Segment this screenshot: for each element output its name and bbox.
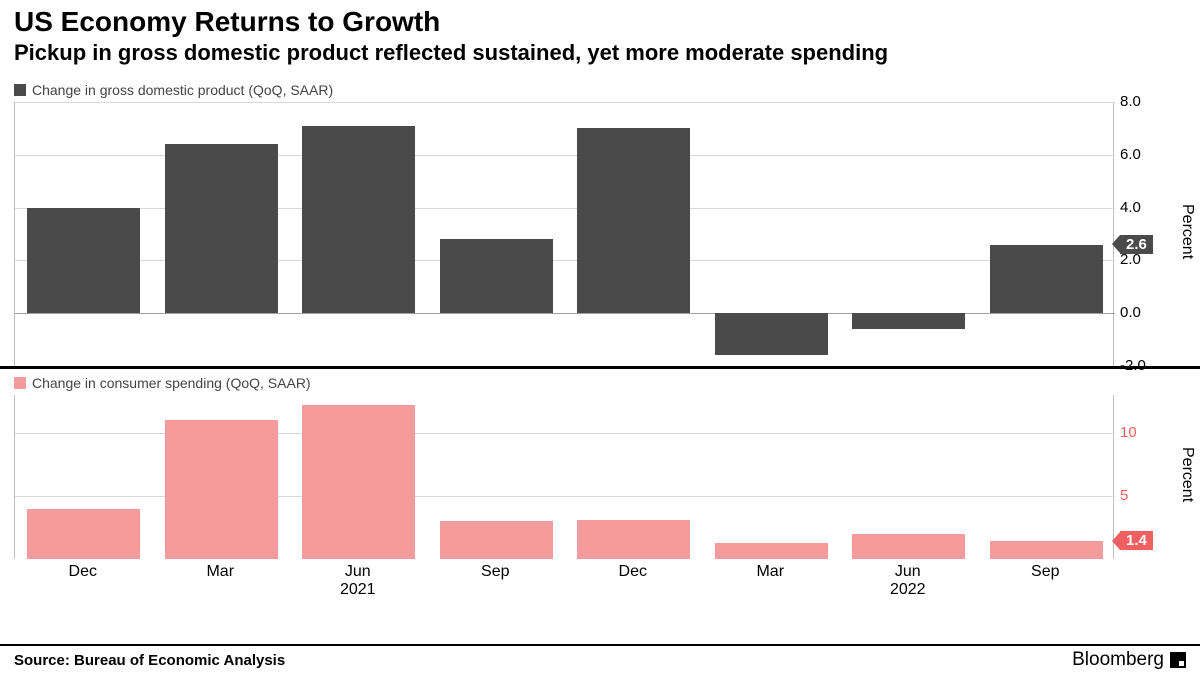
- brand: Bloomberg: [1072, 649, 1186, 671]
- brand-icon: [1170, 652, 1186, 668]
- chart-subtitle: Pickup in gross domestic product reflect…: [14, 40, 1186, 66]
- legend-spend: Change in consumer spending (QoQ, SAAR): [0, 369, 1200, 391]
- footer: Source: Bureau of Economic Analysis Bloo…: [0, 644, 1200, 674]
- ytick: 0.0: [1120, 304, 1141, 321]
- bar: [852, 313, 965, 329]
- legend-gdp: Change in gross domestic product (QoQ, S…: [0, 76, 1200, 98]
- bar: [577, 520, 690, 559]
- ytick: 6.0: [1120, 146, 1141, 163]
- bar: [990, 245, 1103, 314]
- bar: [302, 405, 415, 559]
- yaxis-title-gdp: Percent: [1178, 204, 1196, 259]
- plot-gdp: [14, 102, 1114, 366]
- xtick: Sep: [481, 563, 509, 581]
- ytick: 8.0: [1120, 93, 1141, 110]
- value-flag-gdp: 2.6: [1120, 235, 1153, 254]
- bar: [990, 541, 1103, 559]
- bar: [302, 126, 415, 313]
- bar: [165, 144, 278, 313]
- legend-label-spend: Change in consumer spending (QoQ, SAAR): [32, 375, 311, 391]
- xtick: Dec: [619, 563, 647, 581]
- xtick: Mar: [206, 563, 234, 581]
- bar: [27, 509, 140, 559]
- legend-swatch-spend: [14, 377, 26, 389]
- chart-title: US Economy Returns to Growth: [14, 6, 1186, 38]
- header: US Economy Returns to Growth Pickup in g…: [0, 0, 1200, 68]
- xtick: Mar: [756, 563, 784, 581]
- xaxis: Dec Mar Jun2021 Sep Dec Mar Jun2022 Sep: [14, 563, 1114, 607]
- ytick: 5: [1120, 487, 1128, 504]
- ytick: 10: [1120, 424, 1137, 441]
- ytick: 2.0: [1120, 251, 1141, 268]
- plot-spend: [14, 395, 1114, 559]
- value-flag-spend: 1.4: [1120, 531, 1153, 550]
- legend-swatch-gdp: [14, 84, 26, 96]
- bar: [440, 239, 553, 313]
- chart-container: US Economy Returns to Growth Pickup in g…: [0, 0, 1200, 674]
- bar: [852, 534, 965, 559]
- chart-panel-gdp: Change in gross domestic product (QoQ, S…: [0, 76, 1200, 392]
- legend-label-gdp: Change in gross domestic product (QoQ, S…: [32, 82, 333, 98]
- xtick: Jun2021: [340, 563, 376, 598]
- xtick: Dec: [69, 563, 97, 581]
- chart-panel-spend: Change in consumer spending (QoQ, SAAR) 5…: [0, 369, 1200, 585]
- yaxis-title-spend: Percent: [1178, 447, 1196, 502]
- brand-text: Bloomberg: [1072, 649, 1164, 671]
- xtick: Sep: [1031, 563, 1059, 581]
- bar: [27, 208, 140, 314]
- bar: [715, 543, 828, 559]
- bar: [165, 420, 278, 559]
- xtick: Jun2022: [890, 563, 926, 598]
- gridline: [15, 102, 1115, 103]
- source-text: Source: Bureau of Economic Analysis: [14, 652, 285, 669]
- bar: [715, 313, 828, 355]
- bar: [577, 128, 690, 313]
- bar: [440, 521, 553, 559]
- ytick: 4.0: [1120, 199, 1141, 216]
